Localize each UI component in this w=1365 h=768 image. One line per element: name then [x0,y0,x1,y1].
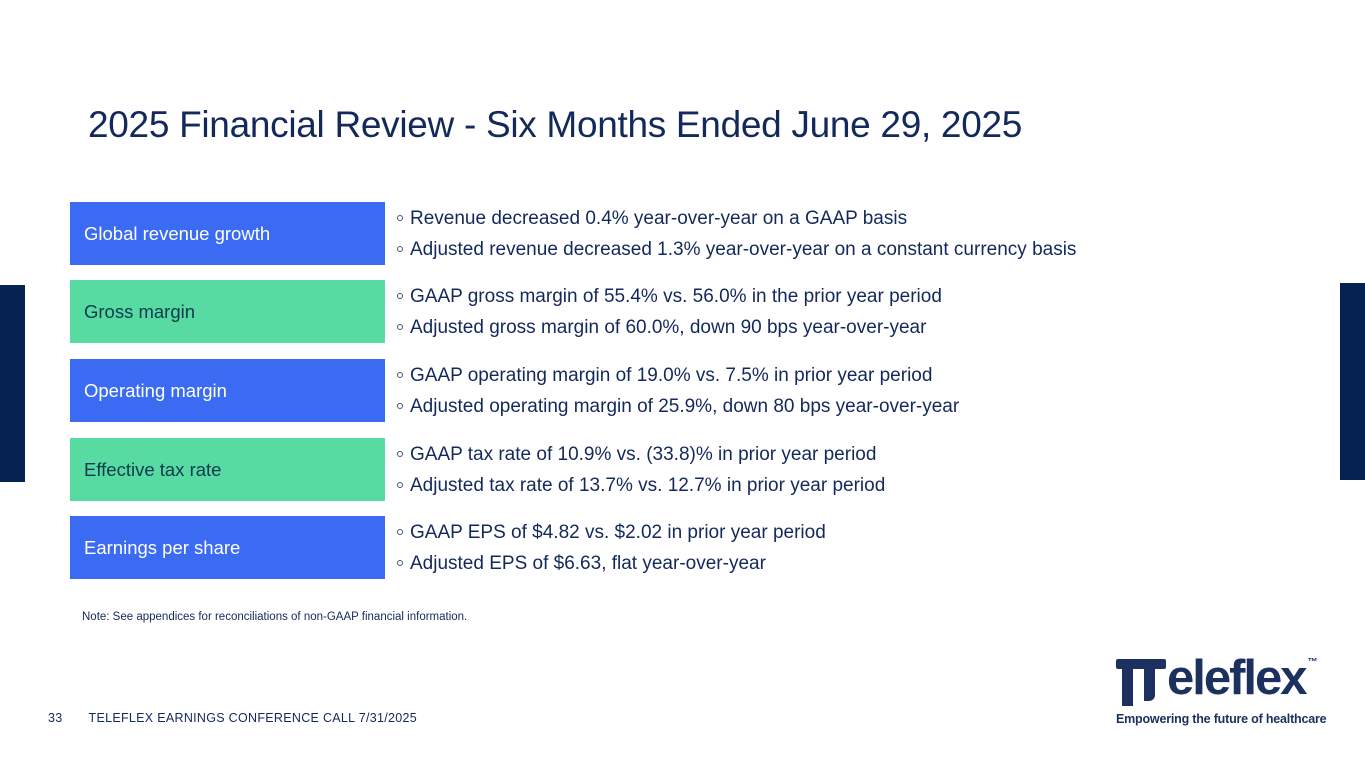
page-title: 2025 Financial Review - Six Months Ended… [88,104,1023,145]
right-accent-bar [1340,283,1365,480]
row-operating-margin: Operating margin GAAP operating margin o… [70,359,1300,422]
trademark-symbol: ™ [1307,657,1318,668]
footer-text: TELEFLEX EARNINGS CONFERENCE CALL 7/31/2… [88,711,418,725]
row-effective-tax-rate: Effective tax rate GAAP tax rate of 10.9… [70,438,1300,501]
bullet-text: GAAP EPS of $4.82 vs. $2.02 in prior yea… [410,521,826,543]
teleflex-logo: eleflex ™ Empowering the future of healt… [1116,651,1327,726]
bullet-text: Adjusted revenue decreased 1.3% year-ove… [410,238,1077,260]
bullet-circle-icon [397,371,403,378]
bullet-text: Adjusted gross margin of 60.0%, down 90 … [410,316,927,338]
bullet-text: Adjusted EPS of $6.63, flat year-over-ye… [410,552,766,574]
bullet-circle-icon [397,559,403,566]
bullet-text: GAAP tax rate of 10.9% vs. (33.8)% in pr… [410,443,877,465]
category-label-operating-margin: Operating margin [70,359,385,422]
bullet-item: Revenue decreased 0.4% year-over-year on… [397,203,1076,234]
bullet-text: Adjusted tax rate of 13.7% vs. 12.7% in … [410,474,886,496]
bullet-circle-icon [397,214,403,221]
category-label-gross-margin: Gross margin [70,280,385,343]
bullet-text: Revenue decreased 0.4% year-over-year on… [410,207,908,229]
bullet-list: GAAP operating margin of 19.0% vs. 7.5% … [397,359,959,422]
bullet-item: Adjusted gross margin of 60.0%, down 90 … [397,312,942,343]
bullet-list: GAAP tax rate of 10.9% vs. (33.8)% in pr… [397,438,885,501]
category-label-effective-tax-rate: Effective tax rate [70,438,385,501]
bullet-item: Adjusted operating margin of 25.9%, down… [397,391,959,422]
bullet-circle-icon [397,245,403,252]
footnote: Note: See appendices for reconciliations… [82,611,468,623]
bullet-circle-icon [397,292,403,299]
bullet-text: GAAP operating margin of 19.0% vs. 7.5% … [410,364,933,386]
bullet-circle-icon [397,528,403,535]
bullet-item: Adjusted tax rate of 13.7% vs. 12.7% in … [397,470,885,501]
wordmark-text: eleflex [1167,651,1308,705]
footer: 33 TELEFLEX EARNINGS CONFERENCE CALL 7/3… [48,711,417,725]
logo-tagline: Empowering the future of healthcare [1116,712,1327,726]
bullet-text: Adjusted operating margin of 25.9%, down… [410,395,960,417]
row-global-revenue-growth: Global revenue growth Revenue decreased … [70,202,1300,265]
page-number: 33 [48,711,63,725]
bullet-circle-icon [397,450,403,457]
bullet-list: GAAP gross margin of 55.4% vs. 56.0% in … [397,280,942,343]
bullet-circle-icon [397,481,403,488]
category-label-global-revenue-growth: Global revenue growth [70,202,385,265]
bullet-list: Revenue decreased 0.4% year-over-year on… [397,202,1076,265]
category-label-earnings-per-share: Earnings per share [70,516,385,579]
bullet-item: GAAP tax rate of 10.9% vs. (33.8)% in pr… [397,439,885,470]
bullet-list: GAAP EPS of $4.82 vs. $2.02 in prior yea… [397,516,826,579]
bullet-item: Adjusted EPS of $6.63, flat year-over-ye… [397,548,826,579]
bullet-text: GAAP gross margin of 55.4% vs. 56.0% in … [410,285,942,307]
bullet-circle-icon [397,402,403,409]
bullet-circle-icon [397,323,403,330]
bullet-item: Adjusted revenue decreased 1.3% year-ove… [397,234,1076,265]
bullet-item: GAAP gross margin of 55.4% vs. 56.0% in … [397,281,942,312]
bullet-item: GAAP operating margin of 19.0% vs. 7.5% … [397,360,959,391]
bullet-item: GAAP EPS of $4.82 vs. $2.02 in prior yea… [397,517,826,548]
teleflex-tt-icon [1116,656,1166,706]
row-earnings-per-share: Earnings per share GAAP EPS of $4.82 vs.… [70,516,1300,579]
row-gross-margin: Gross margin GAAP gross margin of 55.4% … [70,280,1300,343]
teleflex-wordmark: eleflex ™ [1116,651,1326,706]
left-accent-bar [0,285,25,482]
